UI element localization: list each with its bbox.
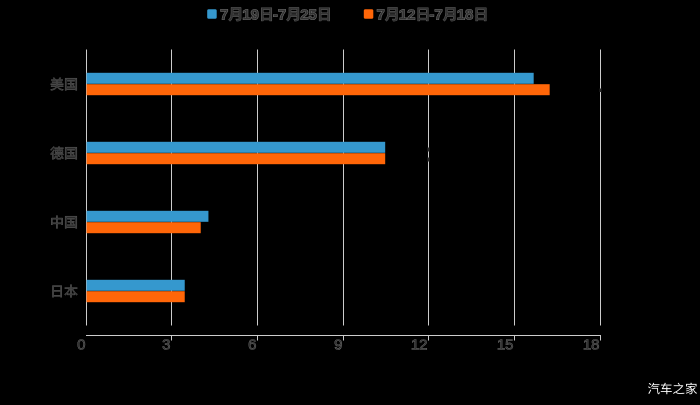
svg-text:18: 18 <box>583 337 600 354</box>
svg-text:5: 5 <box>309 7 317 24</box>
svg-text:9: 9 <box>251 7 259 24</box>
svg-text:1: 1 <box>242 7 250 24</box>
svg-text:2: 2 <box>300 7 308 24</box>
svg-text:9: 9 <box>334 337 342 354</box>
svg-text:7: 7 <box>434 7 442 24</box>
svg-text:-: - <box>273 7 278 24</box>
svg-text:7: 7 <box>278 7 286 24</box>
svg-text:12: 12 <box>411 337 428 354</box>
svg-text:8: 8 <box>465 7 473 24</box>
svg-text:-: - <box>429 7 434 24</box>
svg-text:15: 15 <box>497 337 514 354</box>
svg-text:7: 7 <box>220 7 228 24</box>
svg-text:0: 0 <box>77 337 85 354</box>
svg-text:2: 2 <box>407 7 415 24</box>
svg-text:1: 1 <box>399 7 407 24</box>
svg-text:3: 3 <box>162 337 170 354</box>
svg-text:1: 1 <box>457 7 465 24</box>
svg-text:7: 7 <box>377 7 385 24</box>
svg-text:6: 6 <box>248 337 256 354</box>
